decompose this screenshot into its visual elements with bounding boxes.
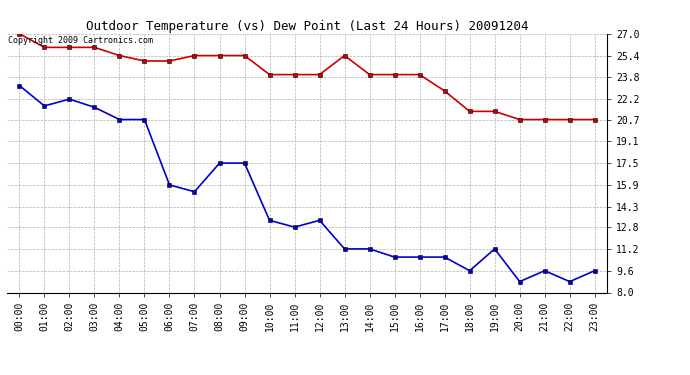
Text: Copyright 2009 Cartronics.com: Copyright 2009 Cartronics.com [8, 36, 153, 45]
Title: Outdoor Temperature (vs) Dew Point (Last 24 Hours) 20091204: Outdoor Temperature (vs) Dew Point (Last… [86, 20, 529, 33]
